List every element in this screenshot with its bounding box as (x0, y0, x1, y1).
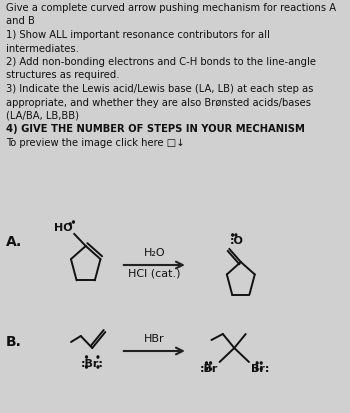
Circle shape (256, 368, 258, 370)
Circle shape (260, 368, 262, 370)
Text: appropriate, and whether they are also Brønsted acids/bases: appropriate, and whether they are also B… (6, 97, 311, 107)
Text: To preview the image click here □↓: To preview the image click here □↓ (6, 138, 184, 148)
Text: :Br:: :Br: (81, 359, 104, 369)
Text: HBr: HBr (144, 334, 164, 344)
Circle shape (97, 356, 99, 358)
Text: structures as required.: structures as required. (6, 71, 119, 81)
Circle shape (69, 223, 71, 225)
Circle shape (86, 366, 88, 368)
Text: :Br: :Br (199, 364, 218, 374)
Text: and B: and B (6, 17, 35, 26)
Circle shape (260, 362, 262, 364)
Circle shape (210, 362, 211, 364)
Text: 4) GIVE THE NUMBER OF STEPS IN YOUR MECHANISM: 4) GIVE THE NUMBER OF STEPS IN YOUR MECH… (6, 124, 304, 135)
Text: 3) Indicate the Lewis acid/Lewis base (LA, LB) at each step as: 3) Indicate the Lewis acid/Lewis base (L… (6, 84, 313, 94)
Circle shape (235, 234, 237, 236)
Text: Br:: Br: (251, 364, 269, 374)
Text: HCl (cat.): HCl (cat.) (128, 268, 181, 278)
Text: (LA/BA, LB,BB): (LA/BA, LB,BB) (6, 111, 79, 121)
Circle shape (210, 368, 211, 370)
Text: A.: A. (6, 235, 22, 249)
Circle shape (232, 234, 233, 236)
Text: 2) Add non-bonding electrons and C-H bonds to the line-angle: 2) Add non-bonding electrons and C-H bon… (6, 57, 316, 67)
Circle shape (205, 362, 208, 364)
Circle shape (256, 362, 258, 364)
Text: Give a complete curved arrow pushing mechanism for reactions A: Give a complete curved arrow pushing mec… (6, 3, 336, 13)
Text: HO: HO (54, 223, 73, 233)
Text: intermediates.: intermediates. (6, 43, 79, 54)
Text: B.: B. (6, 335, 22, 349)
Text: 1) Show ALL important resonance contributors for all: 1) Show ALL important resonance contribu… (6, 30, 270, 40)
Circle shape (205, 368, 208, 370)
Text: H₂O: H₂O (144, 248, 165, 258)
Circle shape (86, 356, 88, 358)
Text: :O: :O (230, 236, 244, 246)
Circle shape (72, 221, 74, 223)
Circle shape (97, 366, 99, 368)
